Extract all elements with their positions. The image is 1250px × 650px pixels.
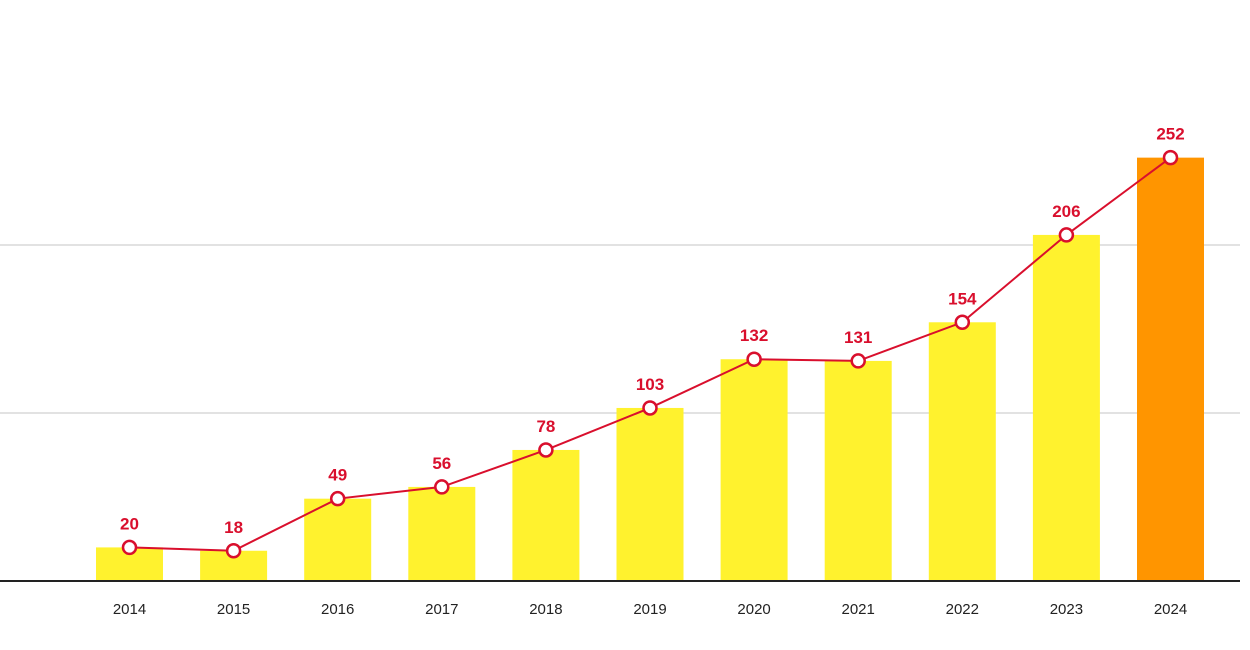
data-label-2022: 154: [948, 289, 977, 308]
x-tick-label-2017: 2017: [425, 601, 458, 618]
line-point-2022: [954, 314, 971, 331]
line-point-2015: [225, 543, 242, 559]
x-tick-label-2022: 2022: [946, 601, 979, 618]
data-label-2020: 132: [740, 326, 768, 345]
bar-2021: [824, 360, 892, 581]
data-label-2018: 78: [536, 417, 555, 436]
line-point-2018: [538, 442, 554, 458]
data-label-2021: 131: [844, 328, 872, 347]
x-tick-label-2018: 2018: [529, 601, 562, 618]
x-tick-label-2019: 2019: [633, 601, 666, 618]
label-layer: 20 18 49 56 78 103 132 131 154 206 252: [120, 125, 1185, 537]
line-layer: [121, 149, 1179, 559]
line-point-2016: [329, 490, 346, 507]
bar-2019: [616, 407, 684, 581]
x-tick-label-2020: 2020: [737, 601, 770, 618]
line-point-2017: [434, 479, 450, 495]
bar-2016: [304, 498, 372, 581]
x-tick-label-2016: 2016: [321, 601, 354, 618]
x-tick-label-2023: 2023: [1050, 601, 1083, 618]
bar-2020: [720, 359, 788, 581]
x-tick-label-2014: 2014: [113, 601, 146, 618]
data-label-2019: 103: [636, 375, 664, 394]
data-label-2023: 206: [1052, 202, 1080, 221]
x-tick-label-2021: 2021: [842, 601, 875, 618]
bar-2024: [1137, 157, 1204, 581]
data-label-2015: 18: [224, 518, 243, 537]
line-point-2020: [746, 351, 762, 367]
data-label-2016: 49: [328, 466, 347, 485]
line-point-2023: [1058, 227, 1075, 243]
data-label-2017: 56: [432, 454, 451, 473]
bar-layer: [96, 157, 1204, 582]
line-point-2021: [850, 353, 866, 369]
x-tick-label-2024: 2024: [1154, 601, 1187, 618]
line-point-2014: [121, 539, 138, 556]
data-label-2024: 252: [1156, 125, 1184, 144]
bar-2017: [408, 486, 476, 581]
line-point-2024: [1162, 149, 1179, 166]
data-label-2014: 20: [120, 514, 139, 533]
x-tick-label-2015: 2015: [217, 601, 250, 618]
bar-2022: [928, 322, 996, 581]
x-tick-layer: 2014 2015 2016 2017 2018 2019 2020 2021 2022 2023…: [113, 601, 1187, 618]
bar-2018: [512, 449, 580, 581]
line-point-2019: [642, 400, 658, 416]
bar-2023: [1032, 234, 1100, 582]
